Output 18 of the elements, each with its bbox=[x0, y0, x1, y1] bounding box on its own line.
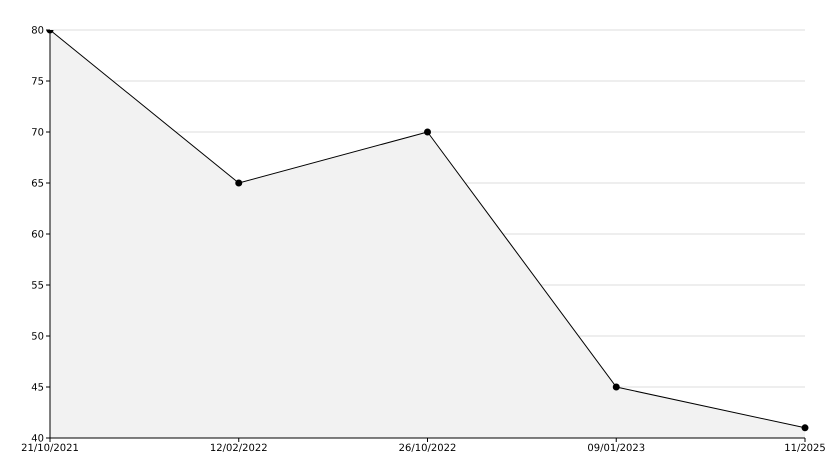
y-tick-label: 70 bbox=[31, 128, 44, 139]
point bbox=[235, 180, 242, 186]
y-tick-label: 55 bbox=[31, 280, 44, 292]
y-tick-label: 45 bbox=[31, 382, 44, 394]
y-tick-label: 65 bbox=[31, 178, 44, 190]
y-tick-label: 80 bbox=[31, 26, 44, 37]
x-tick-label: 12/02/2022 bbox=[210, 443, 268, 454]
point bbox=[802, 424, 808, 432]
y-tick-label: 75 bbox=[31, 76, 44, 88]
point bbox=[424, 128, 431, 136]
y-tick-label: 50 bbox=[31, 332, 44, 343]
x-tick-label: 09/01/2023 bbox=[587, 443, 646, 454]
x-tick-label: 26/10/2022 bbox=[398, 443, 456, 454]
point bbox=[612, 384, 620, 390]
y-tick-label: 40 bbox=[31, 434, 44, 445]
x-tick-label: 11/2025 bbox=[784, 443, 826, 454]
y-tick-label: 60 bbox=[31, 230, 44, 241]
x-tick-label: 21/10/2021 bbox=[21, 443, 79, 454]
